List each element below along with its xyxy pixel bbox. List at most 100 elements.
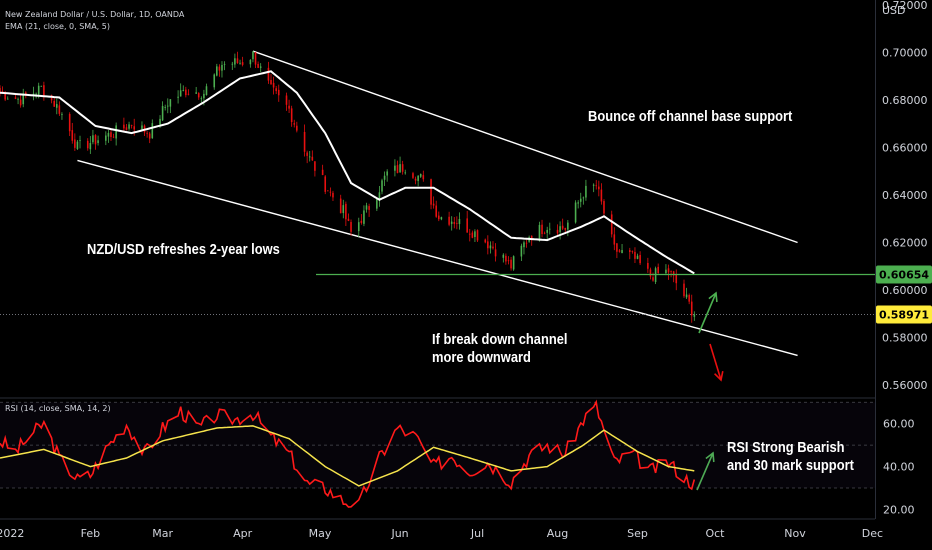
candle-body <box>159 118 161 125</box>
candle-body <box>430 179 432 205</box>
channel-upper-line <box>252 50 798 244</box>
annotation-bounce: Bounce off channel base support <box>588 108 793 125</box>
candle-body <box>378 192 381 200</box>
candle-body <box>239 62 241 64</box>
candle-body <box>97 140 99 144</box>
candle-body <box>688 294 690 302</box>
candle-body <box>182 90 185 91</box>
ema21-line <box>0 70 695 275</box>
candle-body <box>652 277 654 281</box>
rsi-tick-label: 20.00 <box>883 503 915 516</box>
candle-body <box>293 123 296 125</box>
candle-body <box>133 126 136 130</box>
candle-body <box>579 198 582 202</box>
candle-body <box>236 58 239 64</box>
candle-body <box>363 210 365 224</box>
candle-body <box>277 89 280 96</box>
candle-body <box>401 164 404 172</box>
candle-body <box>223 63 226 65</box>
candle-body <box>350 222 352 232</box>
candle-body <box>412 173 414 178</box>
candle-body <box>254 52 257 65</box>
candle-body <box>683 283 685 297</box>
support-line <box>0 273 875 315</box>
candle-body <box>616 243 618 252</box>
time-tick-label: Feb <box>81 527 100 540</box>
candle-body <box>649 269 652 277</box>
candle-body <box>419 173 422 177</box>
candle-body <box>123 124 125 129</box>
candle-body <box>86 140 89 149</box>
candle-body <box>296 125 298 131</box>
arrow-down <box>709 343 724 382</box>
candle-body <box>187 93 190 95</box>
candle-body <box>311 156 314 161</box>
candle-body <box>394 165 396 171</box>
candle-body <box>185 89 187 96</box>
candle-body <box>422 175 425 180</box>
candle-body <box>631 251 634 253</box>
candle-body <box>146 132 148 134</box>
time-tick-label: May <box>309 527 332 540</box>
candle-body <box>306 152 308 156</box>
candle-body <box>530 235 533 240</box>
candles <box>0 50 696 323</box>
price-badges: 0.60654 0.58971 <box>876 265 932 324</box>
candle-body <box>35 93 37 95</box>
candle-body <box>234 58 236 65</box>
candle-body <box>14 97 17 99</box>
ema-legend: EMA (21, close, 0, SMA, 5) <box>5 22 110 31</box>
price-tick-label: 0.58000 <box>882 332 928 345</box>
candle-body <box>110 132 112 138</box>
rsi-line <box>0 399 696 508</box>
candle-body <box>216 66 218 76</box>
candle-body <box>383 175 386 180</box>
candle-body <box>618 250 621 252</box>
candle-body <box>161 106 164 121</box>
candle-body <box>231 63 234 65</box>
candle-body <box>592 184 595 186</box>
candle-body <box>634 251 636 259</box>
price-tick-label: 0.64000 <box>882 189 928 202</box>
annotation-lows: NZD/USD refreshes 2-year lows <box>87 241 280 258</box>
candle-body <box>112 136 115 138</box>
candle-body <box>169 99 172 107</box>
candle-body <box>241 62 244 65</box>
candle-body <box>543 232 546 234</box>
current-price-badge-text: 0.58971 <box>879 308 929 321</box>
candle-body <box>621 250 623 254</box>
rsi-panel <box>0 399 875 508</box>
rsi-tick-label: 60.00 <box>883 418 915 431</box>
candle-body <box>177 96 179 98</box>
candle-body <box>148 133 151 139</box>
candle-body <box>471 232 474 238</box>
current-price-badge-bg <box>876 305 932 324</box>
candle-body <box>396 165 399 173</box>
candle-body <box>525 242 528 244</box>
candle-body <box>270 79 272 85</box>
price-tick-label: 0.62000 <box>882 236 928 249</box>
candle-body <box>58 105 61 114</box>
candle-body <box>595 185 598 187</box>
candle-body <box>22 93 25 105</box>
candle-body <box>68 114 71 132</box>
candle-body <box>577 202 579 204</box>
time-tick-label: Dec <box>862 527 883 540</box>
support-level-badge-bg <box>876 265 932 284</box>
candle-body <box>6 98 9 100</box>
candle-body <box>690 301 693 316</box>
candle-body <box>417 175 419 182</box>
candle-body <box>218 66 221 71</box>
candle-body <box>548 228 551 230</box>
candle-body <box>303 131 306 152</box>
arrow-up <box>698 291 718 334</box>
candle-body <box>628 250 631 252</box>
rsi-tick-label: 40.00 <box>883 461 915 474</box>
ema-line <box>0 70 695 275</box>
candle-body <box>360 220 363 223</box>
candle-body <box>327 190 329 192</box>
candle-body <box>453 222 456 224</box>
annotation-break-1: If break down channel <box>432 331 568 348</box>
candle-body <box>667 268 670 273</box>
